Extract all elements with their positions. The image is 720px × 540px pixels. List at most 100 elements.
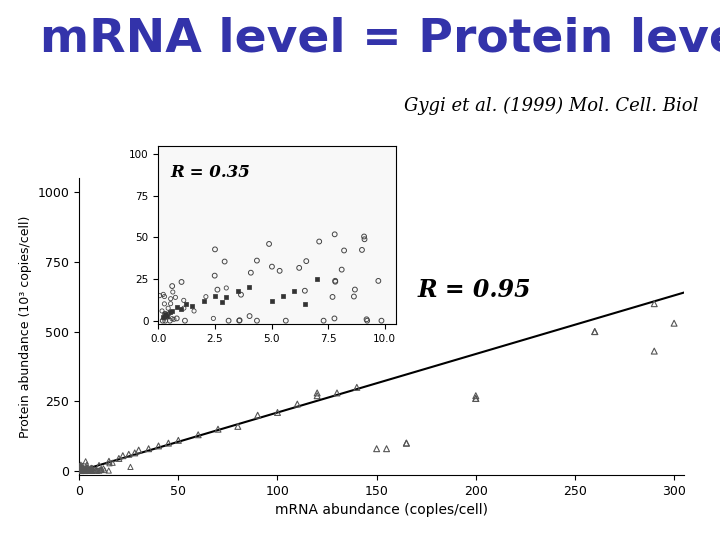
- Point: [75, 463, 86, 471]
- Point: [86, 463, 97, 472]
- Point: [649, 299, 660, 308]
- Point: [274, 267, 285, 275]
- Point: [176, 278, 187, 286]
- Point: [400, 439, 412, 448]
- Point: [280, 316, 292, 325]
- Point: [271, 408, 283, 417]
- Point: [94, 461, 105, 470]
- Point: [81, 463, 92, 471]
- Point: [163, 309, 174, 318]
- Point: [80, 467, 91, 475]
- Point: [311, 389, 323, 397]
- Point: [89, 465, 100, 474]
- Point: [216, 298, 228, 307]
- Point: [212, 425, 224, 434]
- Point: [300, 257, 312, 266]
- Point: [198, 296, 210, 305]
- Point: [158, 292, 170, 301]
- Point: [361, 316, 373, 325]
- Point: [78, 466, 89, 475]
- Point: [200, 292, 212, 301]
- Point: [251, 256, 263, 265]
- Point: [76, 465, 87, 474]
- Point: [75, 460, 86, 469]
- Point: [372, 276, 384, 285]
- Point: [589, 327, 600, 336]
- Point: [266, 262, 278, 271]
- Point: [159, 309, 171, 318]
- Point: [76, 466, 88, 475]
- Point: [91, 467, 102, 475]
- Point: [331, 389, 343, 397]
- Point: [266, 296, 277, 305]
- Point: [165, 299, 176, 308]
- Point: [157, 316, 168, 325]
- Point: [349, 285, 361, 294]
- Point: [133, 446, 145, 455]
- Point: [289, 286, 300, 295]
- Point: [470, 394, 482, 403]
- Point: [86, 464, 98, 472]
- Point: [86, 464, 98, 472]
- Point: [400, 439, 412, 448]
- Point: [348, 292, 360, 301]
- Point: [80, 465, 91, 474]
- Point: [76, 465, 87, 474]
- Point: [210, 245, 221, 254]
- Point: [589, 327, 600, 336]
- Point: [84, 465, 95, 474]
- Point: [76, 467, 87, 475]
- Point: [668, 319, 680, 328]
- Point: [85, 464, 96, 473]
- Point: [170, 293, 181, 302]
- Point: [78, 466, 89, 475]
- Point: [91, 466, 103, 475]
- Point: [73, 464, 85, 473]
- Y-axis label: Protein abundance (10³ copies/cell): Protein abundance (10³ copies/cell): [19, 215, 32, 438]
- Point: [81, 464, 92, 472]
- Point: [74, 464, 86, 473]
- Point: [163, 439, 174, 448]
- Point: [330, 276, 341, 285]
- Point: [338, 246, 350, 255]
- Point: [159, 314, 171, 322]
- Point: [233, 316, 245, 325]
- Point: [94, 467, 105, 475]
- Point: [178, 296, 189, 305]
- Point: [336, 265, 348, 274]
- Point: [159, 309, 171, 318]
- Point: [74, 464, 86, 472]
- Point: [381, 444, 392, 453]
- Point: [311, 392, 323, 400]
- Point: [80, 457, 91, 465]
- Point: [222, 316, 234, 325]
- Point: [220, 284, 232, 292]
- Point: [232, 422, 243, 431]
- Point: [113, 454, 125, 463]
- Point: [81, 460, 93, 469]
- Point: [99, 465, 110, 474]
- Point: [165, 294, 176, 303]
- Point: [75, 467, 86, 475]
- Point: [162, 312, 174, 320]
- Point: [264, 240, 275, 248]
- Point: [167, 288, 179, 296]
- Point: [212, 285, 223, 294]
- Point: [235, 291, 247, 299]
- Point: [371, 444, 382, 453]
- Point: [330, 278, 341, 286]
- Point: [311, 275, 323, 284]
- Point: [327, 293, 338, 301]
- Point: [166, 282, 178, 291]
- Point: [175, 305, 186, 313]
- Point: [74, 463, 86, 471]
- Point: [76, 464, 88, 472]
- Point: [82, 465, 94, 474]
- Point: [220, 293, 232, 302]
- Point: [153, 442, 164, 450]
- Point: [252, 411, 264, 420]
- Point: [277, 292, 289, 300]
- Point: [74, 465, 86, 474]
- Point: [98, 464, 109, 472]
- Point: [299, 286, 310, 295]
